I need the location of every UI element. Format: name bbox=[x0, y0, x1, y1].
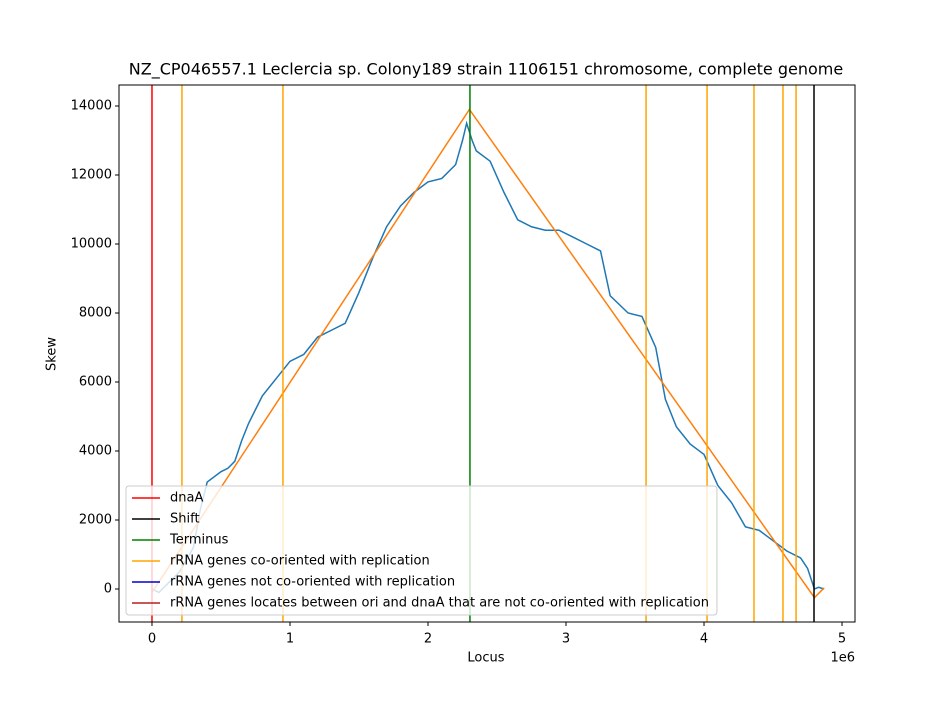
x-offset-label: 1e6 bbox=[830, 651, 855, 666]
y-tick-label: 10000 bbox=[71, 237, 112, 252]
legend-label: dnaA bbox=[170, 491, 203, 506]
legend-label: Terminus bbox=[169, 533, 229, 548]
x-tick-label: 4 bbox=[700, 632, 708, 647]
y-tick-label: 6000 bbox=[79, 374, 112, 389]
legend-box bbox=[125, 485, 718, 616]
plot-frame bbox=[118, 84, 856, 623]
legend-label: rRNA genes co-oriented with replication bbox=[170, 554, 430, 569]
x-tick-label: 0 bbox=[148, 632, 156, 647]
y-axis-label: Skew bbox=[45, 337, 60, 371]
x-tick-label: 3 bbox=[562, 632, 570, 647]
y-tick-label: 8000 bbox=[79, 305, 112, 320]
legend-label: rRNA genes locates between ori and dnaA … bbox=[170, 596, 709, 611]
y-tick-label: 2000 bbox=[79, 512, 112, 527]
y-tick-label: 12000 bbox=[71, 168, 112, 183]
legend-label: Shift bbox=[170, 512, 200, 527]
x-tick-label: 1 bbox=[286, 632, 294, 647]
y-tick-label: 4000 bbox=[79, 443, 112, 458]
x-tick-label: 2 bbox=[424, 632, 432, 647]
series-line bbox=[151, 120, 825, 594]
y-tick-label: 14000 bbox=[71, 99, 112, 114]
x-tick-label: 5 bbox=[838, 632, 846, 647]
x-axis-label: Locus bbox=[467, 651, 504, 666]
legend: dnaA Shift Terminus rRNA genes co-oriented … bbox=[125, 485, 718, 616]
chart-title: NZ_CP046557.1 Leclercia sp. Colony189 st… bbox=[129, 60, 843, 80]
y-tick-label: 0 bbox=[104, 581, 112, 596]
legend-label: rRNA genes not co-oriented with replicat… bbox=[170, 575, 455, 590]
series-line bbox=[151, 108, 825, 599]
